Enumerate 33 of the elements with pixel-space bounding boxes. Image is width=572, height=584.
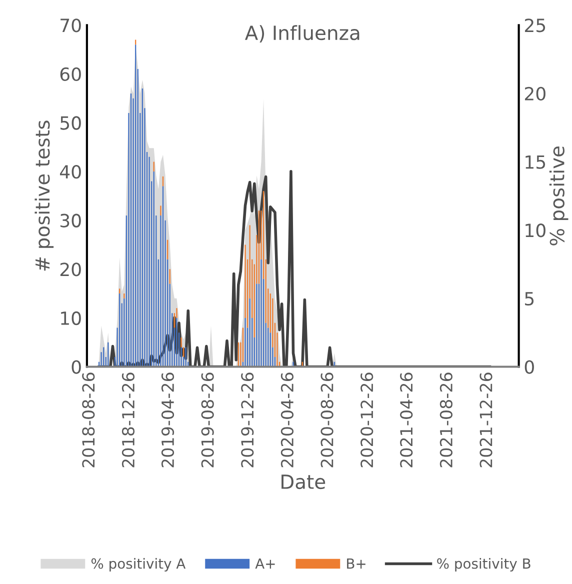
y-tick-label: 10 — [61, 311, 81, 326]
x-axis-title: Date — [282, 474, 326, 490]
x-tick-label: 2021-12-26 — [480, 372, 492, 468]
x-tick-label: 2018-08-26 — [82, 372, 95, 468]
y2-tick-label: 25 — [524, 18, 546, 32]
y-tick-label: 20 — [60, 262, 81, 276]
y-tick-label: 70 — [60, 18, 81, 32]
chart-title: A) Influenza — [244, 25, 360, 42]
y2-tick-label: 10 — [526, 224, 546, 238]
y-axis-title: # positive tests — [34, 120, 54, 271]
legend-label: A+ — [255, 558, 275, 569]
y2-tick-label: 5 — [525, 292, 534, 306]
y-tick-label: 0 — [72, 360, 81, 374]
legend-label: B+ — [347, 558, 366, 569]
legend-label: % positivity B — [437, 558, 530, 572]
x-tick-label: 2019-12-26 — [241, 372, 254, 468]
y-tick-label: 40 — [60, 164, 81, 179]
x-tick-label: 2019-08-26 — [201, 372, 214, 468]
x-tick-label: 2019-04-26 — [161, 372, 174, 468]
x-tick-label: 2020-12-26 — [360, 372, 374, 468]
legend-label: % positivity A — [91, 558, 186, 572]
y2-tick-label: 15 — [526, 155, 546, 169]
x-tick-label: 2021-04-26 — [400, 372, 413, 468]
y-tick-label: 60 — [60, 67, 81, 82]
x-tick-label: 2018-12-26 — [122, 372, 135, 468]
y2-tick-label: 0 — [524, 360, 534, 374]
y2-axis-title: % positive — [549, 146, 568, 246]
x-tick-label: 2020-08-26 — [320, 372, 334, 468]
y-tick-label: 50 — [60, 116, 81, 130]
x-tick-label: 2020-04-26 — [280, 372, 294, 468]
y2-tick-label: 20 — [524, 86, 546, 101]
x-tick-label: 2021-08-26 — [440, 372, 452, 468]
y-tick-label: 30 — [60, 214, 81, 228]
